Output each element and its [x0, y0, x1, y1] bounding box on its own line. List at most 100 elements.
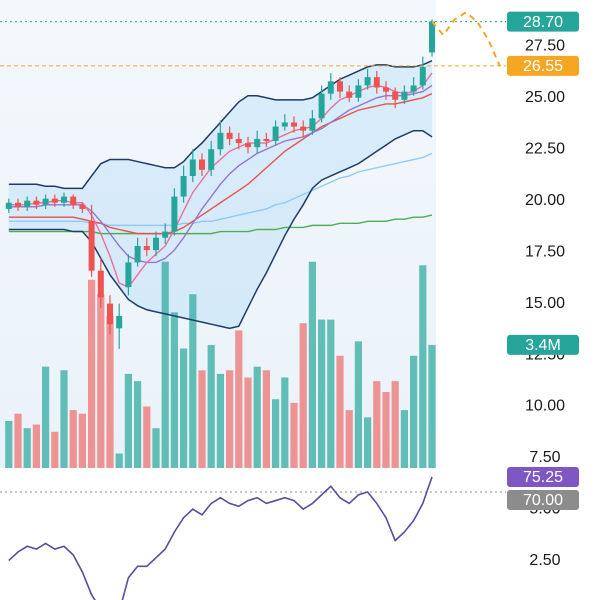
candle-body	[116, 315, 123, 329]
volume-bar	[345, 410, 353, 468]
volume-bar	[336, 355, 344, 468]
volume-bar	[78, 413, 86, 468]
volume-bar	[382, 391, 390, 468]
volume-bar	[262, 370, 270, 468]
candle-body	[70, 196, 77, 205]
candle-body	[373, 77, 380, 88]
candle-body	[134, 245, 141, 263]
volume-bar	[428, 344, 436, 468]
candle-body	[15, 202, 21, 207]
volume-bar	[327, 319, 335, 468]
volume-bar	[272, 399, 280, 468]
volume-bar	[373, 381, 381, 468]
value-badge-label: 70.00	[523, 492, 563, 509]
candle-body	[309, 118, 316, 131]
volume-bar	[364, 417, 372, 468]
volume-bar	[124, 373, 132, 468]
volume-bar	[170, 312, 178, 468]
volume-bar	[290, 402, 298, 468]
volume-bar	[134, 381, 142, 468]
candle-body	[364, 77, 371, 86]
y-tick-label: 25.00	[525, 89, 565, 106]
value-badge-label: 3.4M	[525, 337, 561, 354]
rsi-pane	[0, 468, 436, 600]
volume-bar	[391, 381, 399, 468]
candle-body	[153, 237, 159, 251]
volume-bar	[400, 410, 408, 468]
volume-bar	[5, 420, 13, 468]
volume-bar	[88, 279, 96, 468]
volume-bar	[180, 348, 188, 468]
candle-body	[189, 159, 196, 176]
moving-average	[8, 84, 433, 264]
candle-body	[263, 138, 270, 141]
volume-bar	[106, 315, 114, 468]
volume-bar	[60, 370, 68, 468]
y-tick-label: 17.50	[525, 243, 565, 260]
candle-body	[199, 159, 205, 170]
candle-body	[401, 91, 408, 100]
value-badge	[507, 490, 579, 510]
volume-bar	[235, 330, 243, 468]
candle-body	[272, 126, 279, 141]
candle-body	[346, 91, 353, 98]
band-lower	[8, 129, 433, 330]
candle-body	[24, 200, 31, 207]
volume-bar	[281, 377, 289, 468]
value-badge-label: 28.70	[523, 14, 563, 31]
candle-body	[79, 204, 86, 209]
forecast-line	[431, 11, 501, 67]
moving-average	[8, 93, 433, 235]
y-tick-label: 15.00	[525, 295, 565, 312]
volume-bar	[308, 261, 316, 468]
candle-body	[355, 85, 362, 98]
volume-bar	[318, 319, 326, 468]
candle-body	[88, 221, 95, 271]
candle-body	[162, 231, 169, 238]
moving-average	[8, 152, 433, 227]
volume-bar	[299, 323, 307, 468]
rsi-group	[8, 476, 433, 600]
value-badge-label: 26.55	[523, 58, 563, 75]
volume-bar	[23, 428, 31, 468]
candle-body	[300, 126, 307, 131]
volume-bar	[42, 366, 50, 468]
y-tick-label: 27.50	[525, 38, 565, 55]
volume-bar	[69, 410, 77, 468]
candle-body	[337, 81, 343, 92]
y-tick-label: 30.00	[525, 0, 565, 3]
candle-body	[61, 196, 67, 203]
candle-body	[171, 196, 178, 232]
volume-bar	[115, 453, 123, 468]
candle-body	[208, 149, 215, 170]
candle-body	[245, 143, 251, 148]
volume-bar	[216, 373, 224, 468]
candle-body	[217, 132, 224, 150]
value-badge	[507, 467, 579, 487]
candle-body	[125, 262, 132, 288]
candle-body	[254, 138, 261, 148]
candle-body	[327, 81, 334, 94]
candle-body	[107, 303, 113, 325]
moving-average	[8, 72, 433, 289]
candle-body	[97, 270, 104, 298]
volume-bar	[354, 341, 362, 468]
candle-body	[5, 202, 12, 209]
value-badge-label: 75.25	[523, 469, 563, 486]
y-tick-label: 22.50	[525, 140, 565, 157]
volume-bar	[207, 344, 215, 468]
y-tick-label: 2.50	[529, 552, 560, 569]
volume-bar	[189, 294, 197, 468]
candle-body	[226, 132, 233, 139]
volume-bar	[97, 294, 105, 468]
y-tick-label: 10.00	[525, 398, 565, 415]
candle-body	[33, 200, 40, 205]
candle-body	[429, 21, 435, 53]
candle-body	[410, 85, 417, 92]
value-badge	[507, 55, 579, 76]
rsi-line	[8, 476, 433, 600]
candle-body	[281, 122, 288, 127]
candle-body	[419, 66, 426, 86]
